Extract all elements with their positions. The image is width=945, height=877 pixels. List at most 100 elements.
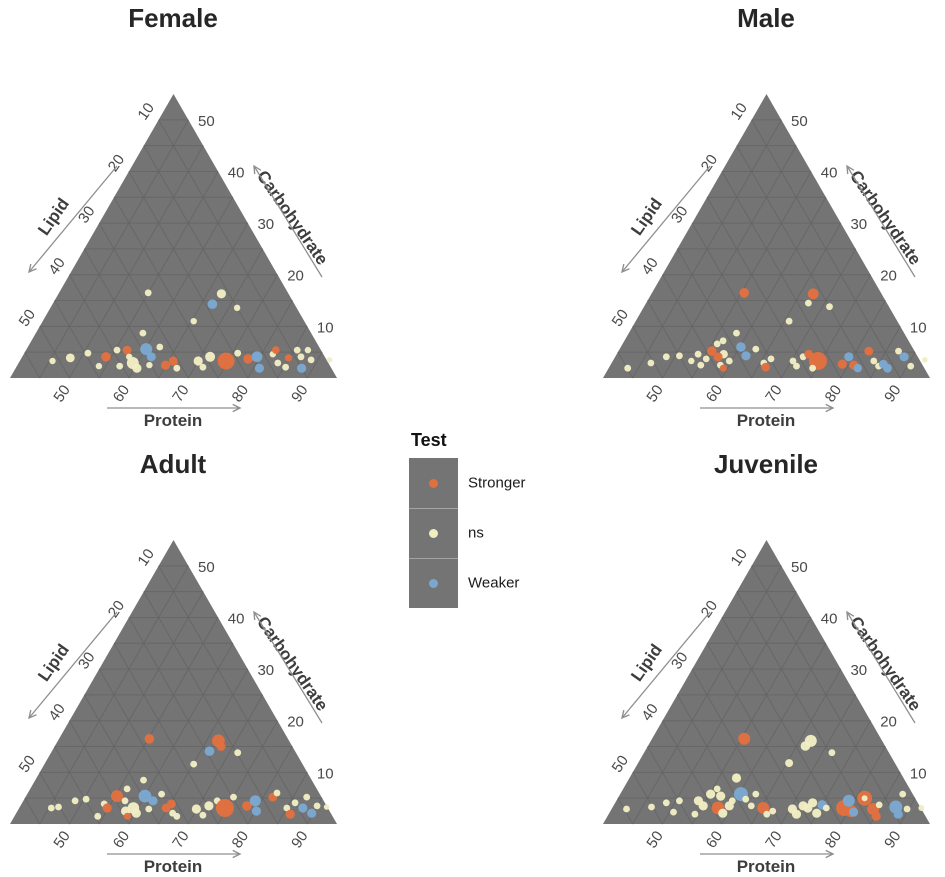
svg-text:70: 70 xyxy=(169,382,192,405)
tick-labels: 50 60 70 80 90 10 20 30 40 50 10 20 30 40 50 xyxy=(16,546,334,852)
weaker-dot-icon xyxy=(429,579,438,588)
ternary-plot-male: 50 60 70 80 90 10 20 30 40 50 10 20 30 40 50 Male Lipi… xyxy=(603,3,930,430)
svg-text:20: 20 xyxy=(880,268,897,285)
svg-text:40: 40 xyxy=(821,164,838,181)
data-points xyxy=(47,734,330,820)
svg-text:20: 20 xyxy=(698,151,721,174)
svg-text:50: 50 xyxy=(16,752,39,775)
svg-text:70: 70 xyxy=(762,828,785,851)
svg-text:20: 20 xyxy=(287,714,304,731)
lipid-axis-label: Lipid xyxy=(34,195,73,239)
protein-axis-label: Protein xyxy=(144,411,203,430)
legend-label: ns xyxy=(468,524,484,542)
svg-text:90: 90 xyxy=(288,828,311,851)
legend-item-stronger: Stronger xyxy=(409,458,526,508)
svg-text:10: 10 xyxy=(910,319,927,336)
lipid-axis-arrow xyxy=(28,611,118,720)
panel-title: Female xyxy=(128,3,218,33)
svg-text:30: 30 xyxy=(850,662,867,679)
legend-key-box xyxy=(409,508,458,558)
lipid-axis-label: Lipid xyxy=(627,195,666,239)
stronger-dot-icon xyxy=(429,478,438,488)
carbohydrate-axis-arrow xyxy=(253,164,323,278)
lipid-axis-label: Lipid xyxy=(34,641,73,685)
svg-text:30: 30 xyxy=(850,216,867,233)
svg-text:60: 60 xyxy=(110,828,133,851)
svg-text:20: 20 xyxy=(287,268,304,285)
carbohydrate-axis-arrow xyxy=(846,164,916,278)
svg-text:80: 80 xyxy=(229,828,252,851)
legend-key-box xyxy=(409,558,458,608)
svg-text:30: 30 xyxy=(668,203,691,226)
svg-text:10: 10 xyxy=(727,100,750,123)
lipid-axis-label: Lipid xyxy=(627,641,666,685)
svg-text:40: 40 xyxy=(45,701,68,724)
panel-title: Juvenile xyxy=(714,449,818,479)
protein-axis-label: Protein xyxy=(737,857,796,876)
svg-text:20: 20 xyxy=(698,597,721,620)
svg-text:30: 30 xyxy=(668,649,691,672)
svg-text:50: 50 xyxy=(791,113,808,130)
svg-text:90: 90 xyxy=(881,828,904,851)
svg-text:80: 80 xyxy=(822,382,845,405)
carbohydrate-axis-arrow xyxy=(253,610,323,724)
lipid-axis-arrow xyxy=(28,165,118,274)
legend-item-weaker: Weaker xyxy=(409,558,519,608)
svg-text:50: 50 xyxy=(643,828,666,851)
data-points xyxy=(623,732,925,821)
legend-keys: Stronger ns Weaker xyxy=(409,458,526,608)
carbohydrate-axis-arrow xyxy=(846,610,916,724)
panel-title: Adult xyxy=(140,449,207,479)
svg-text:40: 40 xyxy=(228,610,245,627)
svg-text:10: 10 xyxy=(134,546,157,569)
legend-label: Stronger xyxy=(468,474,526,492)
svg-text:40: 40 xyxy=(45,255,68,278)
svg-text:20: 20 xyxy=(105,597,128,620)
svg-text:50: 50 xyxy=(609,752,632,775)
svg-text:60: 60 xyxy=(110,382,133,405)
legend: Test Stronger ns Weaker xyxy=(409,430,559,608)
svg-text:50: 50 xyxy=(198,113,215,130)
legend-label: Weaker xyxy=(468,574,520,592)
svg-text:30: 30 xyxy=(75,649,98,672)
data-points xyxy=(624,288,928,373)
svg-text:90: 90 xyxy=(881,382,904,405)
svg-text:50: 50 xyxy=(50,828,73,851)
svg-text:40: 40 xyxy=(228,164,245,181)
svg-text:20: 20 xyxy=(105,151,128,174)
panel-title: Male xyxy=(737,3,795,33)
ternary-plot-adult: 50 60 70 80 90 10 20 30 40 50 10 20 30 40 50 Adult Lip… xyxy=(10,449,337,876)
data-points xyxy=(49,289,333,373)
svg-text:10: 10 xyxy=(910,765,927,782)
svg-text:40: 40 xyxy=(821,610,838,627)
svg-text:50: 50 xyxy=(643,382,666,405)
svg-text:30: 30 xyxy=(257,216,274,233)
legend-item-ns: ns xyxy=(409,508,484,558)
svg-text:10: 10 xyxy=(727,546,750,569)
svg-text:50: 50 xyxy=(198,559,215,576)
lipid-axis-arrow xyxy=(621,611,711,720)
triangle-grid xyxy=(10,540,337,825)
svg-text:50: 50 xyxy=(16,306,39,329)
svg-text:40: 40 xyxy=(638,701,661,724)
triangle-grid xyxy=(603,540,930,825)
svg-text:70: 70 xyxy=(762,382,785,405)
svg-text:30: 30 xyxy=(75,203,98,226)
ternary-plot-female: 50 60 70 80 90 10 20 30 40 50 10 20 30 40 50 Female Li… xyxy=(10,3,337,430)
svg-text:10: 10 xyxy=(317,765,334,782)
svg-text:30: 30 xyxy=(257,662,274,679)
svg-text:50: 50 xyxy=(791,559,808,576)
svg-text:70: 70 xyxy=(169,828,192,851)
lipid-axis-arrow xyxy=(621,165,711,274)
svg-text:50: 50 xyxy=(50,382,73,405)
legend-key-box xyxy=(409,458,458,508)
svg-text:90: 90 xyxy=(288,382,311,405)
triangle-grid xyxy=(10,94,337,379)
legend-title: Test xyxy=(411,430,447,450)
svg-text:10: 10 xyxy=(134,100,157,123)
svg-text:60: 60 xyxy=(703,382,726,405)
protein-axis-label: Protein xyxy=(144,857,203,876)
tick-labels: 50 60 70 80 90 10 20 30 40 50 10 20 30 40 50 xyxy=(609,100,927,406)
